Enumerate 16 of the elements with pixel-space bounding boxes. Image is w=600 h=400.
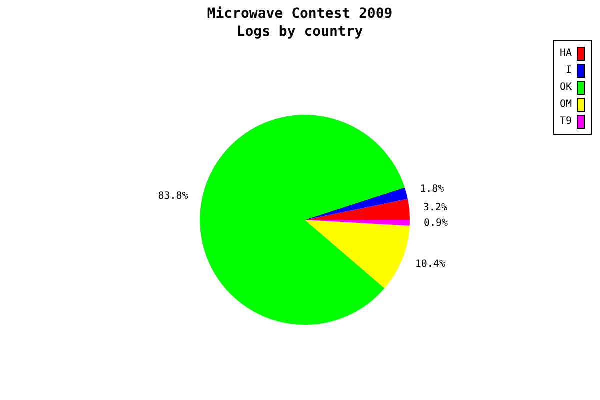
chart-subtitle: Logs by country	[236, 23, 364, 41]
pie-slice	[305, 188, 408, 220]
legend-label: OM	[560, 99, 572, 110]
data-label: 0.9%	[424, 218, 448, 229]
legend-label: I	[566, 65, 572, 76]
legend-label: T9	[560, 116, 572, 127]
legend-label: OK	[560, 82, 572, 93]
pie-slice	[305, 199, 410, 220]
pie-slice	[305, 220, 410, 288]
data-label: 1.8%	[420, 184, 444, 196]
chart-title: Microwave Contest 2009	[206, 5, 394, 23]
pie-slice	[200, 115, 405, 325]
data-label: 10.4%	[415, 258, 446, 270]
data-label: 3.2%	[423, 202, 448, 214]
data-label: 83.8%	[158, 191, 188, 202]
legend-label: HA	[560, 48, 572, 59]
